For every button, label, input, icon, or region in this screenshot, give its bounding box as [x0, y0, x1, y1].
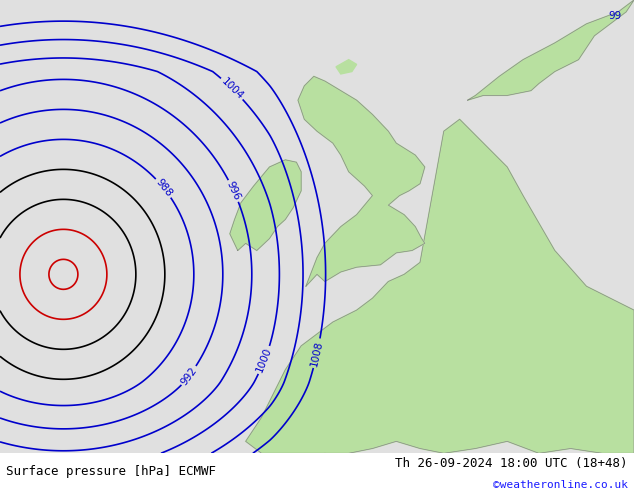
Text: 1000: 1000 [255, 346, 274, 374]
Text: 1004: 1004 [219, 76, 245, 101]
Polygon shape [467, 0, 634, 100]
Polygon shape [298, 76, 425, 286]
Polygon shape [336, 60, 356, 74]
Text: 1008: 1008 [309, 340, 325, 367]
Text: 988: 988 [153, 177, 174, 199]
Polygon shape [230, 160, 301, 250]
Text: Th 26-09-2024 18:00 UTC (18+48): Th 26-09-2024 18:00 UTC (18+48) [395, 457, 628, 469]
Text: 99: 99 [608, 11, 621, 21]
Text: 996: 996 [225, 180, 242, 202]
Text: ©weatheronline.co.uk: ©weatheronline.co.uk [493, 480, 628, 490]
Text: 992: 992 [179, 365, 199, 387]
Polygon shape [245, 119, 634, 453]
Text: Surface pressure [hPa] ECMWF: Surface pressure [hPa] ECMWF [6, 465, 216, 478]
